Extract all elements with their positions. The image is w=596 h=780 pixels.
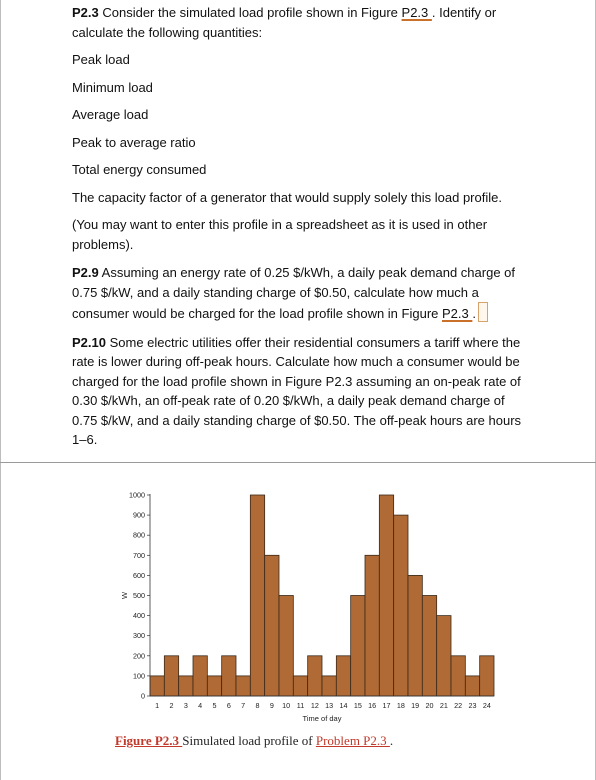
quantity-item: Total energy consumed — [72, 162, 207, 177]
quantity-item: Peak load — [72, 52, 130, 67]
y-tick-label: 300 — [133, 631, 145, 640]
chart-bar — [335, 655, 352, 697]
x-tick-label: 24 — [483, 701, 491, 710]
x-tick-label: 11 — [297, 701, 304, 710]
chart-bar — [264, 554, 280, 697]
chart-bar — [206, 675, 223, 697]
chart-bar — [235, 675, 251, 697]
chart-bar — [249, 494, 266, 697]
y-tick-label: 700 — [133, 551, 145, 560]
x-tick-label: 19 — [411, 701, 419, 710]
y-tick-label: 600 — [133, 571, 145, 580]
chart-bar — [364, 554, 380, 697]
figure-reference-link[interactable]: P2.3 — [442, 306, 473, 321]
problem-text-segment: . Identify or calculate the following qu… — [72, 5, 497, 40]
capacity-factor-item: The capacity factor of a generator that … — [72, 189, 502, 205]
x-tick-label: 7 — [241, 701, 245, 710]
y-tick-label: 200 — [133, 651, 145, 660]
problem-label: P2.3 — [72, 5, 99, 20]
page-frame-left — [0, 0, 1, 780]
chart-bar — [436, 615, 452, 697]
chart-bar — [378, 494, 395, 697]
load-profile-chart: 0 100 200 300 400 500 600 700 800 900 1000 1 2 3 4 5 6 7 8… — [108, 484, 508, 729]
chart-bar — [221, 655, 237, 697]
x-tick-label: 6 — [227, 701, 231, 710]
problem-text: P2.3 Consider the simulated load profile… — [72, 3, 532, 450]
chart-bar — [421, 595, 438, 697]
text-cursor — [477, 302, 488, 322]
x-tick-label: 3 — [184, 701, 188, 710]
problem-2-9: P2.9 Assuming an energy rate of 0.25 $/k… — [72, 263, 532, 324]
figure-reference-link[interactable]: P2.3 — [401, 5, 432, 20]
x-tick-label: 9 — [270, 701, 274, 710]
caption-end: . — [389, 733, 394, 748]
x-tick-label: 13 — [325, 701, 333, 710]
x-tick-label: 2 — [170, 701, 174, 710]
caption-text: Simulated load profile of — [182, 733, 316, 748]
problem-text-segment: Assuming an energy rate of 0.25 $/kWh, a… — [72, 265, 515, 321]
x-tick-label: 16 — [368, 701, 376, 710]
x-tick-label: 17 — [383, 701, 391, 710]
y-tick-label: 400 — [133, 611, 145, 620]
problem-reference-link[interactable]: Problem P2.3 — [315, 733, 390, 748]
y-axis-title: W — [120, 591, 129, 599]
chart-bar — [292, 675, 309, 697]
quantity-item: Average load — [72, 107, 149, 122]
problem-text-section: P2.3 Consider the simulated load profile… — [0, 3, 596, 463]
problem-text-segment: . — [472, 306, 476, 321]
chart-bar — [479, 655, 495, 697]
x-tick-label: 18 — [397, 701, 405, 710]
x-tick-label: 21 — [440, 701, 448, 710]
x-tick-label: 8 — [256, 701, 260, 710]
x-tick-label: 1 — [155, 701, 159, 710]
y-tick-label: 1000 — [129, 491, 145, 500]
y-tick-label: 100 — [133, 671, 145, 680]
problem-label: P2.10 — [72, 334, 106, 350]
x-tick-label: 20 — [426, 701, 434, 710]
problem-label: P2.9 — [72, 265, 99, 280]
spreadsheet-note: (You may want to enter this profile in a… — [72, 217, 488, 252]
x-tick-label: 10 — [282, 701, 290, 710]
chart-bar — [278, 595, 294, 697]
x-tick-label: 14 — [340, 701, 348, 710]
x-axis-title: Time of day — [303, 714, 342, 723]
x-tick-label: 4 — [198, 701, 202, 710]
y-tick-label: 800 — [133, 531, 145, 540]
figure-caption-label[interactable]: Figure P2.3 — [115, 733, 183, 748]
chart-bar — [407, 575, 423, 697]
x-tick-label: 15 — [354, 701, 362, 710]
x-tick-label: 23 — [469, 701, 477, 710]
quantity-item: Peak to average ratio — [72, 134, 196, 150]
problem-text-segment: Consider the simulated load profile show… — [98, 5, 402, 20]
x-tick-label: 12 — [311, 701, 319, 710]
y-tick-label: 500 — [133, 591, 145, 600]
chart-bar — [192, 655, 208, 697]
y-tick-label: 0 — [141, 692, 145, 701]
problem-2-10: P2.10 Some electric utilities offer thei… — [72, 333, 532, 450]
quantity-item: Minimum load — [72, 79, 153, 95]
chart-bar — [450, 655, 466, 697]
chart-bar — [464, 675, 481, 697]
y-tick-label: 900 — [133, 511, 145, 520]
chart-bar — [149, 675, 165, 697]
chart-bar — [393, 514, 409, 697]
chart-bar — [321, 675, 337, 697]
chart-bar — [178, 675, 194, 697]
chart-bar — [350, 595, 366, 697]
x-tick-label: 5 — [213, 701, 217, 710]
problem-text-segment: Some electric utilities offer their resi… — [72, 334, 522, 448]
problem-2-3-intro: P2.3 Consider the simulated load profile… — [72, 3, 532, 42]
figure-caption: Figure P2.3 Simulated load profile of Pr… — [115, 733, 393, 749]
chart-bar — [307, 655, 323, 697]
x-tick-label: 22 — [454, 701, 462, 710]
chart-bar — [163, 655, 180, 697]
